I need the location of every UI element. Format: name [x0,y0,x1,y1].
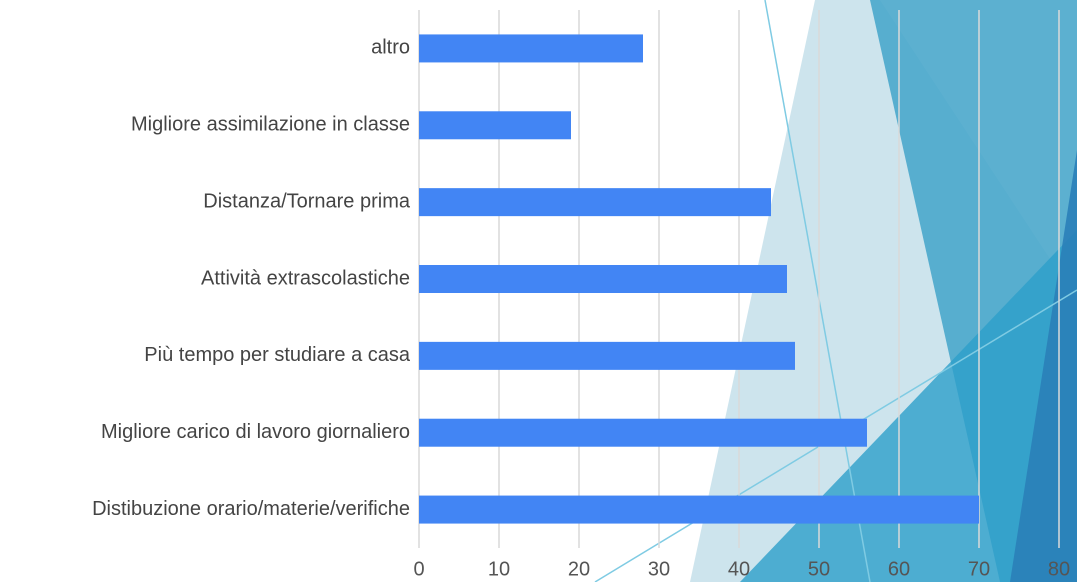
bar [419,419,867,447]
x-tick-label: 60 [888,558,910,580]
y-tick-label: Distanza/Tornare prima [203,190,411,212]
x-tick-label: 50 [808,558,830,580]
x-tick-label: 0 [413,558,424,580]
y-tick-label: Migliore assimilazione in classe [131,114,410,136]
bar [419,34,643,62]
y-tick-label: Migliore carico di lavoro giornaliero [101,421,410,443]
bar [419,342,795,370]
bar [419,111,571,139]
bar [419,496,979,524]
page: {"chart_data": {"type": "bar", "orientat… [0,0,1077,582]
x-tick-label: 80 [1048,558,1070,580]
y-tick-label: altro [371,37,410,59]
x-tick-label: 70 [968,558,990,580]
y-tick-label: Più tempo per studiare a casa [144,344,411,366]
chart: 0 10 20 30 40 50 60 70 80 altro Migliore assimilaz… [0,0,1077,582]
x-tick-label: 40 [728,558,750,580]
bar [419,265,787,293]
x-tick-label: 10 [488,558,510,580]
y-tick-label: Distibuzione orario/materie/verifiche [92,498,410,520]
x-tick-label: 30 [648,558,670,580]
x-tick-label: 20 [568,558,590,580]
y-tick-label: Attività extrascolastiche [201,267,410,289]
bar [419,188,771,216]
